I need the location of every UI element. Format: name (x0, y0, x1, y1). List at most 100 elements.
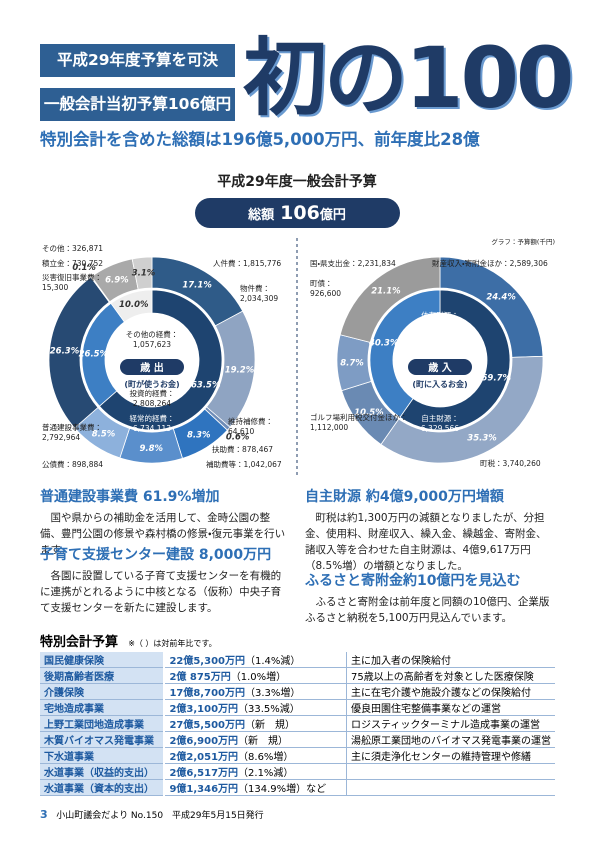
unit-note: グラフ：予算額(千円) (491, 237, 555, 246)
account-name: 木質バイオマス発電事業 (40, 731, 166, 748)
slice-value: 6,734,113 (133, 424, 171, 433)
account-name: 下水道事業 (40, 747, 166, 764)
slice-label: 依存財源： 4,270,434 (421, 310, 459, 330)
slice-value: 2,034,309 (240, 294, 278, 303)
slice-label: 人件費：1,815,776 (213, 258, 281, 268)
percent-label: 6.9% (105, 275, 129, 285)
account-amount: 2億2,051万円（8.6%増） (164, 747, 347, 764)
article: ふるさと寄附金約10億円を見込む ふるさと寄附金は前年度と同額の10億円、企業版ふ… (305, 570, 555, 626)
slice-value: 926,600 (310, 289, 341, 298)
amount: 9億1,346万円 (169, 784, 239, 795)
center-subtitle: (町が使うお金) (124, 379, 179, 389)
percent-label: 40.3% (368, 338, 399, 348)
slice-name: 公債費： (42, 459, 72, 469)
slice-value: 326,871 (72, 244, 103, 253)
donut-slice (110, 289, 153, 323)
donut-slice (98, 289, 223, 431)
change: （33.5%減） (238, 704, 300, 715)
badge: 一般会計当初予算106億円 (40, 88, 235, 121)
percent-label: 59.7% (482, 374, 512, 384)
account-amount: 9億1,346万円（134.9%増）など (164, 779, 347, 796)
slice-label: 国・県支出金：2,231,834 (310, 258, 396, 268)
slice-name: その他の経費： (126, 329, 179, 339)
percent-label: 0.1% (72, 263, 96, 273)
slice-value: 2,231,834 (358, 259, 396, 268)
slice-label: 物件費： 2,034,309 (240, 283, 278, 303)
percent-label: 3.1% (132, 268, 156, 278)
table-row: 後期高齢者医療 2億 875万円（1.0%増） 75歳以上の高齢者を対象とした医療保… (40, 667, 555, 684)
slice-name: 国・県支出金： (310, 258, 358, 268)
article-heading: ふるさと寄附金約10億円を見込む (305, 573, 521, 589)
percent-label: 63.5% (191, 380, 221, 390)
chart-title: 平成29年度一般会計予算 (217, 173, 376, 190)
slice-label: 積立金：730,752 (42, 258, 103, 268)
slice-label: 補助費等：1,042,067 (206, 459, 282, 469)
donut-slice (369, 289, 441, 418)
table-row: 下水道事業 2億2,051万円（8.6%増） 主に須走浄化センターの維持管理や修繕 (40, 747, 555, 764)
headline: 初の100 (243, 29, 574, 127)
slice-label: 普通建設事業費： 2,792,964 (42, 422, 102, 442)
percent-label: 8.5% (92, 429, 116, 439)
percent-label: 0.6% (226, 433, 250, 443)
slice-label: 町税：3,740,260 (480, 458, 541, 468)
center-title: 歳 入 (428, 361, 452, 374)
account-desc: 主に須走浄化センターの維持管理や修繕 (346, 747, 555, 764)
table-row: 水道事業（資本的支出） 9億1,346万円（134.9%増）など (40, 779, 555, 796)
table-title: 特別会計予算 (40, 635, 119, 650)
donut-slice (399, 289, 511, 431)
account-desc: ロジスティックターミナル造成事業の運営 (346, 715, 555, 732)
slice-value: 898,884 (72, 460, 103, 469)
change: （新 規） (244, 720, 295, 731)
slice-name: 維持補修費： (228, 416, 273, 426)
total-amount: 106 (280, 202, 320, 224)
slice-name: 物件費： (240, 283, 270, 293)
slice-name: 依存財源： (421, 310, 459, 320)
account-amount: 2億6,517万円（2.1%減） (164, 763, 347, 780)
account-name: 宅地造成事業 (40, 699, 166, 716)
change: （134.9%増）など (238, 784, 327, 795)
page-number: 3 (40, 808, 48, 821)
center-pill (408, 359, 472, 375)
slice-name: 町税： (480, 458, 503, 468)
percent-label: 9.8% (139, 444, 163, 454)
slice-value: 64,610 (228, 427, 254, 436)
percent-label: 26.5% (79, 349, 109, 359)
article: 普通建設事業費 61.9%増加 国や県からの補助金を活用して、金時公園の整備、豊門… (40, 486, 290, 558)
slice-label: 維持補修費： 64,610 (228, 416, 273, 436)
center-title: 歳 出 (140, 361, 163, 374)
account-amount: 27億5,500万円（新 規） (164, 715, 347, 732)
subtitle: 特別会計を含めた総額は196億5,000万円、前年度比28億 (40, 130, 480, 149)
percent-label: 21.1% (371, 287, 401, 297)
account-desc: 優良田園住宅整備事業などの運営 (346, 699, 555, 716)
account-desc: 主に在宅介護や施設介護などの保険給付 (346, 683, 555, 700)
percent-label: 10.0% (119, 300, 149, 310)
slice-value: 2,589,306 (510, 259, 548, 268)
slice-label: 公債費：898,884 (42, 459, 103, 469)
amount: 2億6,517万円 (169, 768, 239, 779)
slice-value: 730,752 (72, 259, 103, 268)
amount: 2億2,051万円 (169, 752, 239, 763)
percent-label: 8.3% (187, 431, 211, 441)
slice-value: 3,740,260 (503, 459, 541, 468)
amount: 27億5,500万円 (169, 720, 245, 731)
slice-value: 2,792,964 (42, 433, 80, 442)
slice-label: 財産収入・寄附金ほか：2,589,306 (432, 258, 548, 268)
amount: 2億3,100万円 (169, 704, 239, 715)
donut-slice (339, 256, 441, 343)
slice-label: 経常的経費： 6,734,113 (130, 413, 175, 433)
amount: 17億8,700万円 (169, 688, 245, 699)
change: （1.0%増） (230, 672, 287, 683)
change: （1.4%減） (244, 656, 301, 667)
change: （3.3%増） (244, 688, 301, 699)
change: （8.6%増） (238, 752, 294, 763)
slice-name: 財産収入・寄附金ほか： (432, 258, 510, 268)
account-amount: 2億3,100万円（33.5%減） (164, 699, 347, 716)
slice-label: 災害復旧事業費： 15,300 (42, 272, 102, 292)
total-label: 総額 (247, 207, 275, 223)
table-row: 木質バイオマス発電事業 2億6,900万円（新 規） 湯舩原工業団地のバイオマス発電… (40, 731, 555, 748)
percent-label: 8.7% (340, 358, 364, 368)
slice-label: ゴルフ場利用税交付金ほか： 1,112,000 (310, 412, 408, 432)
table-note: ※（ ）は対前年比です。 (128, 639, 217, 648)
percent-label: 17.1% (182, 280, 212, 290)
